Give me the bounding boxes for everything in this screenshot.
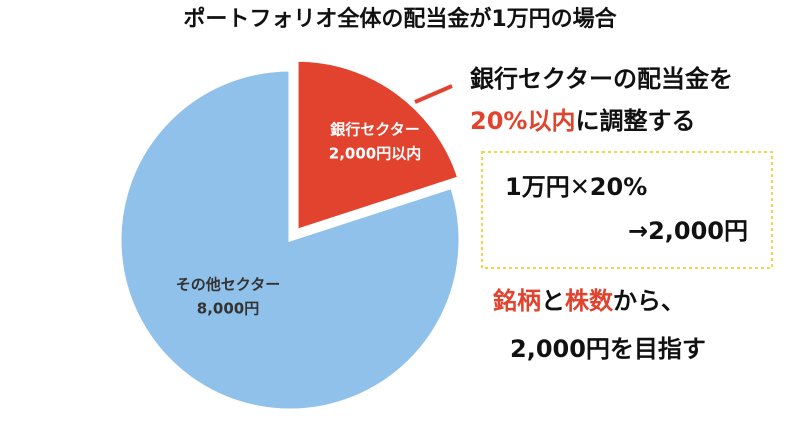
pie-slice (118, 68, 462, 412)
chart-title: ポートフォリオ全体の配当金が1万円の場合 (183, 6, 617, 32)
annotation-segment: から、 (613, 287, 685, 315)
annotation-segment: 銀行セクターの配当金を (470, 65, 733, 93)
annotation: 2,000円を目指す (510, 335, 706, 363)
annotation: →2,000円 (628, 217, 748, 245)
annotation-segment: 株数 (565, 287, 614, 315)
annotation-segment: と (541, 287, 565, 315)
pointer-line (414, 84, 453, 104)
slice-category: その他セクター (176, 276, 280, 294)
slice-value-label: 8,000円 (197, 300, 259, 318)
pie-slice (295, 58, 461, 233)
annotation-segment: 銘柄 (493, 287, 541, 315)
annotation: 銘柄と株数から、 (493, 287, 685, 315)
annotation-segment: 20%以内 (470, 107, 575, 135)
annotation-segment: 1万円✕20% (505, 173, 647, 201)
annotation: 20%以内に調整する (470, 107, 695, 135)
annotation-segment: →2,000円 (628, 217, 748, 245)
annotation-segment: に調整する (575, 107, 695, 135)
callout-box (481, 151, 773, 269)
slice-value-label: 2,000円以内 (329, 145, 421, 163)
annotation: 1万円✕20% (505, 173, 647, 201)
annotation: 銀行セクターの配当金を (470, 65, 733, 93)
slice-category: 銀行セクター (330, 121, 419, 139)
annotation-segment: 2,000円を目指す (510, 335, 706, 363)
